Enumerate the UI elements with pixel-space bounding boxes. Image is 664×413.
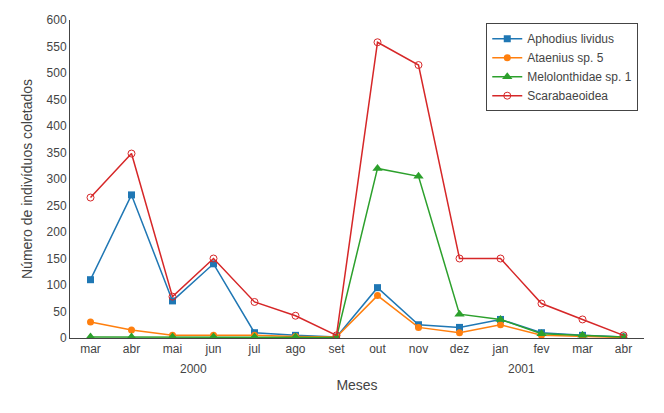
svg-text:250: 250 — [47, 199, 67, 213]
svg-text:300: 300 — [47, 172, 67, 186]
svg-text:Ataenius sp. 5: Ataenius sp. 5 — [527, 51, 603, 65]
svg-text:350: 350 — [47, 146, 67, 160]
svg-text:abr: abr — [123, 342, 140, 356]
svg-text:500: 500 — [47, 66, 67, 80]
svg-text:2001: 2001 — [508, 362, 535, 376]
svg-text:set: set — [328, 342, 345, 356]
svg-text:mar: mar — [572, 342, 593, 356]
svg-text:450: 450 — [47, 93, 67, 107]
svg-text:550: 550 — [47, 40, 67, 54]
svg-text:50: 50 — [53, 305, 67, 319]
svg-text:jun: jun — [204, 342, 221, 356]
svg-text:Número de indivíduos coletados: Número de indivíduos coletados — [19, 79, 35, 279]
svg-text:nov: nov — [409, 342, 428, 356]
svg-text:jan: jan — [491, 342, 508, 356]
svg-text:mar: mar — [80, 342, 101, 356]
svg-text:2000: 2000 — [180, 362, 207, 376]
svg-text:400: 400 — [47, 119, 67, 133]
svg-text:Scarabaeoidea: Scarabaeoidea — [527, 89, 608, 103]
svg-text:Aphodius lividus: Aphodius lividus — [527, 32, 614, 46]
svg-text:150: 150 — [47, 252, 67, 266]
svg-text:Melolonthidae sp. 1: Melolonthidae sp. 1 — [527, 70, 631, 84]
svg-text:dez: dez — [450, 342, 469, 356]
svg-text:200: 200 — [47, 225, 67, 239]
svg-text:out: out — [369, 342, 386, 356]
svg-text:0: 0 — [60, 331, 67, 345]
svg-text:jul: jul — [247, 342, 260, 356]
svg-text:abr: abr — [615, 342, 632, 356]
svg-text:100: 100 — [47, 278, 67, 292]
svg-text:Meses: Meses — [336, 377, 377, 393]
svg-text:ago: ago — [285, 342, 305, 356]
svg-text:fev: fev — [533, 342, 549, 356]
svg-text:600: 600 — [47, 13, 67, 27]
svg-text:mai: mai — [163, 342, 182, 356]
